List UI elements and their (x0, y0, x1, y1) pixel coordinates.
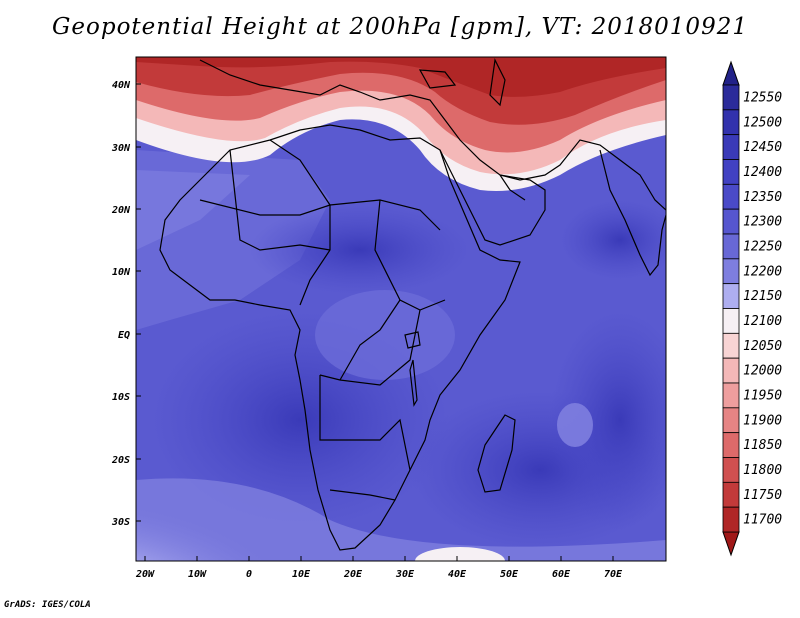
colorbar-label: 12200 (743, 264, 782, 279)
colorbar-label: 11850 (743, 438, 782, 453)
lat-label-10n: 10N (112, 267, 131, 278)
colorbar-label: 12300 (743, 215, 782, 230)
lat-label-30s: 30S (111, 517, 130, 528)
lat-label-40n: 40N (112, 80, 131, 91)
lon-label-10w: 10W (188, 569, 207, 580)
lat-label-eq: EQ (118, 330, 130, 341)
lat-label-30n: 30N (111, 143, 131, 154)
lon-label-70e: 70E (604, 569, 623, 580)
lon-label-10e: 10E (292, 569, 311, 580)
colorbar-swatch (722, 208, 740, 235)
lon-label-30e: 30E (395, 569, 415, 580)
colorbar-label: 11700 (743, 513, 782, 528)
colorbar-swatch (722, 233, 740, 260)
map-title: Geopotential Height at 200hPa [gpm], VT:… (52, 14, 748, 40)
colorbar-swatch (722, 183, 740, 210)
colorbar-swatch (722, 84, 740, 111)
colorbar-label: 11800 (743, 463, 782, 478)
colorbar-label: 12100 (743, 314, 782, 329)
colorbar-swatch (722, 332, 740, 359)
colorbar-label: 11950 (743, 388, 782, 403)
colorbar-swatch (722, 357, 740, 384)
colorbar-label: 12000 (743, 364, 782, 379)
colorbar-swatch (722, 308, 740, 334)
colorbar-label: 12450 (743, 140, 782, 155)
lon-label-60e: 60E (552, 569, 571, 580)
lon-label-20e: 20E (343, 569, 363, 580)
lon-label-50e: 50E (500, 569, 519, 580)
lon-label-0: 0 (246, 569, 252, 580)
colorbar-label: 12400 (743, 165, 782, 180)
colorbar-swatch (722, 457, 740, 483)
plot-frame (135, 56, 667, 562)
colorbar-swatch (722, 109, 740, 136)
lon-label-20w: 20W (135, 569, 155, 580)
colorbar-swatch (722, 407, 740, 434)
colorbar-label: 12250 (743, 239, 782, 254)
lat-label-20s: 20S (111, 455, 130, 466)
colorbar-swatch (722, 481, 740, 508)
colorbar-swatch (722, 258, 740, 285)
colorbar-bottom-arrow (722, 531, 740, 557)
lon-axis: 20W 10W 0 10E 20E 30E 40E 50E 60E 70E (135, 556, 623, 580)
colorbar-label: 12550 (743, 90, 782, 105)
colorbar-swatch (722, 506, 740, 533)
lat-label-10s: 10S (112, 392, 130, 403)
colorbar-label: 12050 (743, 339, 782, 354)
grads-credit: GrADS: IGES/COLA (4, 600, 91, 610)
colorbar-label: 12350 (743, 190, 782, 205)
colorbar-swatch (722, 382, 740, 409)
lat-axis: 40N 30N 20N 10N EQ 10S 20S 30S (111, 80, 141, 528)
colorbar-swatch (722, 134, 740, 160)
colorbar-top-arrow (722, 60, 740, 86)
colorbar-label: 11750 (743, 488, 782, 503)
colorbar-label: 12500 (743, 115, 782, 130)
height-field (136, 57, 666, 561)
lat-label-20n: 20N (111, 205, 131, 216)
coastlines (159, 58, 666, 551)
colorbar: 12550 12500 12450 12400 12350 12300 12250 12200… (722, 60, 782, 557)
colorbar-swatch (722, 283, 740, 309)
lon-label-40e: 40E (448, 569, 467, 580)
colorbar-swatch (722, 159, 740, 185)
colorbar-label: 11900 (743, 413, 782, 428)
colorbar-label: 12150 (743, 289, 782, 304)
colorbar-swatch (722, 432, 740, 458)
